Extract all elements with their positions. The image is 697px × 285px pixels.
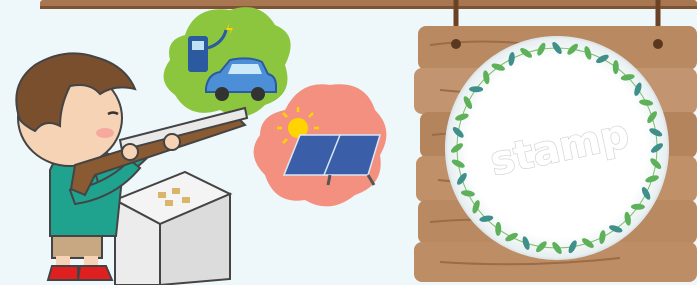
cork [172,188,180,194]
page: stamp [0,0,697,285]
nail [653,39,663,49]
wheel [215,87,229,101]
cork [158,192,166,198]
cork [165,200,173,206]
charger-screen [192,41,204,50]
nail [451,39,461,49]
shoes [48,266,112,280]
car-window [228,64,262,74]
hand [122,144,138,160]
top-bar-shadow [40,6,697,9]
wheel [251,87,265,101]
scene: stamp [0,0,697,285]
cheek [96,128,114,138]
hand [164,134,180,150]
cork [182,197,190,203]
